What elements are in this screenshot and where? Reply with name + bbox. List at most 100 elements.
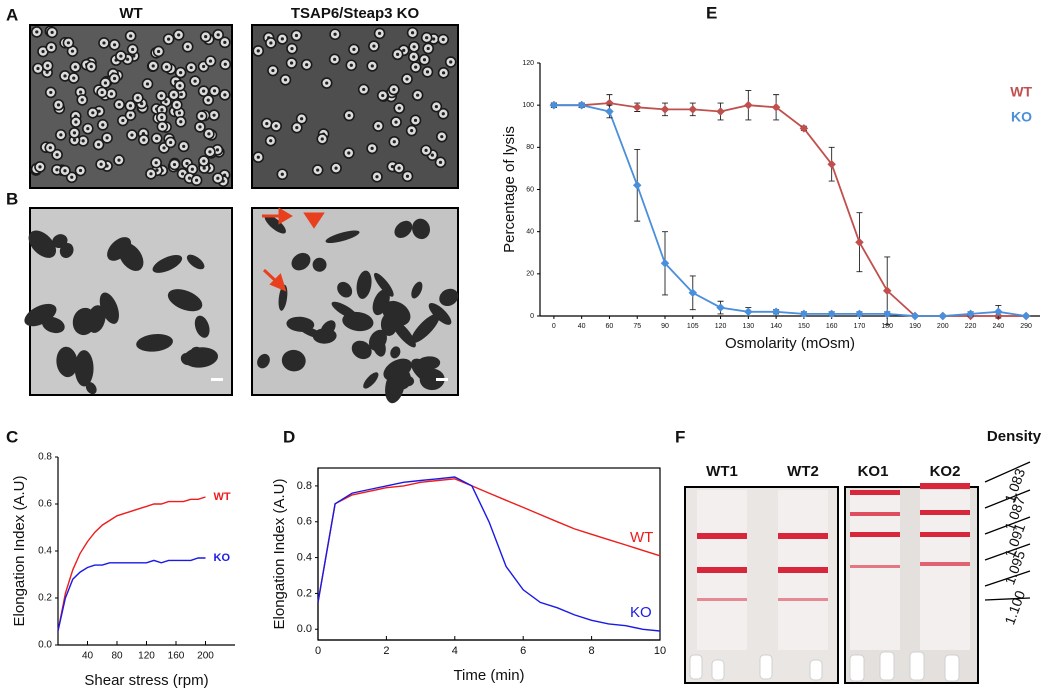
cell-core (432, 37, 436, 41)
panel-label: C (6, 427, 18, 446)
marker (577, 100, 586, 110)
cell-core (105, 136, 109, 140)
panel-label: B (6, 189, 18, 208)
cell-core (295, 126, 299, 130)
cell-core (109, 92, 114, 96)
cell-core (159, 94, 163, 98)
marker (716, 107, 725, 116)
cell-core (117, 102, 121, 107)
cell-core (99, 162, 103, 166)
marker (632, 103, 642, 112)
x-tick-label: 2 (383, 645, 389, 657)
x-tick-label: 200 (197, 651, 214, 662)
cell-core (412, 55, 416, 59)
cell-core (375, 175, 379, 179)
y-tick-label: 0.4 (297, 551, 312, 563)
y-tick-label: 0.8 (38, 452, 52, 463)
y-tick-label: 40 (526, 229, 534, 236)
x-tick-label: 160 (826, 323, 838, 330)
cell-core (201, 64, 206, 69)
cell-core (347, 113, 351, 118)
series-line (57, 557, 206, 632)
cell-core (154, 161, 158, 165)
cell-core (189, 65, 193, 70)
cell-core (177, 111, 182, 115)
cell-core (333, 57, 337, 61)
cell-core (185, 161, 189, 166)
y-axis-label: Elongation Index (A.U) (271, 479, 288, 630)
rack-peg (849, 654, 865, 682)
marker (660, 259, 670, 268)
divider (984, 461, 1031, 483)
cell-core (128, 104, 133, 108)
cell-core (96, 142, 101, 147)
cell-core (212, 89, 217, 93)
cell-core (352, 47, 356, 52)
cell-core (80, 98, 84, 102)
cell (411, 281, 423, 299)
cell-core (73, 65, 77, 69)
cell-core (300, 117, 304, 121)
band (920, 532, 970, 537)
tube-label: KO2 (930, 463, 961, 480)
rack-peg (759, 654, 773, 680)
divider (984, 570, 1031, 587)
cell (28, 230, 57, 258)
cell-core (156, 49, 161, 54)
band (697, 567, 747, 573)
series-label: KO (214, 552, 231, 564)
band (778, 567, 828, 573)
marker (855, 309, 864, 319)
cell-core (289, 61, 294, 65)
cell-core (102, 41, 106, 45)
series-label: WT (214, 491, 231, 503)
cell-core (36, 66, 40, 71)
cell-core (441, 37, 445, 42)
band (850, 532, 900, 537)
y-tick-label: 0.8 (297, 480, 312, 492)
cell-core (402, 48, 406, 52)
band (697, 533, 747, 539)
x-tick-label: 140 (770, 323, 782, 330)
cell-core (103, 81, 108, 85)
tube-photos (684, 483, 979, 684)
x-tick-label: 0 (552, 323, 556, 330)
cell-core (206, 98, 210, 102)
y-tick-label: 80 (526, 144, 534, 151)
scale-bar (436, 378, 448, 381)
panel-label: F (675, 427, 685, 446)
divider (984, 597, 1031, 601)
rack-peg (879, 651, 895, 681)
cell-core (165, 65, 169, 69)
x-tick-label: 8 (589, 645, 595, 657)
cell-core (74, 120, 78, 124)
cell (264, 214, 286, 234)
cell-core (372, 44, 376, 48)
y-tick-label: 0.4 (38, 546, 52, 557)
cell-core (449, 60, 453, 64)
x-tick-label: 220 (965, 323, 977, 330)
cell (320, 320, 336, 337)
marker (605, 107, 614, 116)
cell-core (179, 70, 183, 75)
cell-core (48, 146, 52, 150)
cell-core (35, 30, 39, 34)
y-tick-label: 100 (522, 102, 534, 109)
cell-core (125, 57, 130, 61)
rack-peg (944, 654, 960, 682)
band (697, 598, 747, 601)
cell-core (441, 71, 446, 75)
cell-core (101, 123, 105, 127)
cell-core (208, 150, 212, 154)
cell-core (223, 93, 227, 97)
cell-core (269, 41, 273, 45)
x-axis-label: Osmolarity (mOsm) (725, 335, 855, 352)
y-tick-label: 60 (526, 186, 534, 193)
cell-core (440, 135, 444, 139)
cell (416, 356, 441, 371)
x-tick-label: 160 (168, 651, 185, 662)
cell-core (164, 100, 168, 104)
marker (855, 237, 864, 247)
x-tick-label: 190 (909, 323, 921, 330)
cell (299, 326, 324, 339)
